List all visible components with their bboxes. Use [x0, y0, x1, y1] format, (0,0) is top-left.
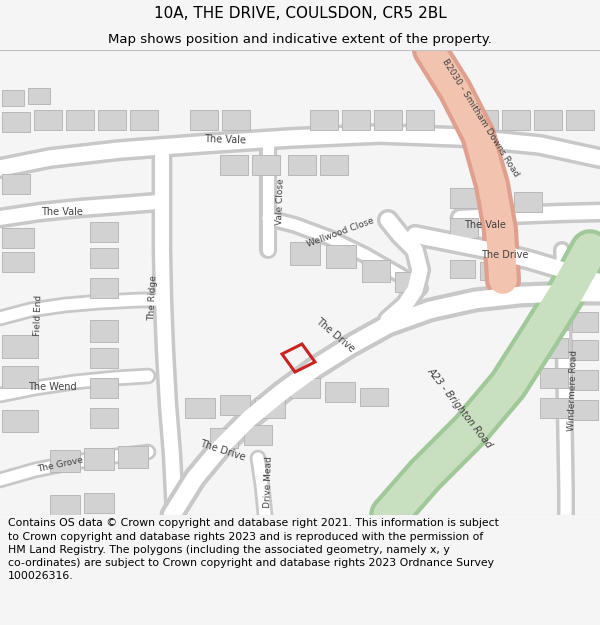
Polygon shape	[66, 110, 94, 130]
Polygon shape	[130, 110, 158, 130]
Polygon shape	[502, 110, 530, 130]
Polygon shape	[470, 110, 498, 130]
Text: The Vale: The Vale	[204, 134, 246, 146]
Polygon shape	[84, 448, 114, 470]
Polygon shape	[374, 110, 402, 130]
Text: B2030 - Smitham Downs Road: B2030 - Smitham Downs Road	[440, 58, 520, 179]
Polygon shape	[2, 335, 38, 358]
Polygon shape	[290, 242, 320, 265]
Polygon shape	[244, 425, 272, 445]
Text: The Drive: The Drive	[314, 316, 356, 354]
Polygon shape	[450, 218, 478, 238]
Polygon shape	[2, 366, 38, 388]
Text: The Drive: The Drive	[481, 250, 529, 260]
Text: The Ridge: The Ridge	[148, 275, 158, 321]
Polygon shape	[34, 110, 62, 130]
Polygon shape	[480, 262, 505, 280]
Polygon shape	[84, 493, 114, 513]
Polygon shape	[362, 260, 390, 282]
Polygon shape	[540, 310, 568, 330]
Polygon shape	[210, 428, 238, 448]
Text: The Wend: The Wend	[28, 382, 76, 392]
Polygon shape	[98, 110, 126, 130]
Polygon shape	[450, 260, 475, 278]
Polygon shape	[572, 312, 598, 332]
Polygon shape	[90, 278, 118, 298]
Polygon shape	[90, 222, 118, 242]
Polygon shape	[2, 252, 34, 272]
Polygon shape	[572, 370, 598, 390]
Text: 10A, THE DRIVE, COULSDON, CR5 2BL: 10A, THE DRIVE, COULSDON, CR5 2BL	[154, 6, 446, 21]
Text: The Vale: The Vale	[464, 220, 506, 230]
Polygon shape	[90, 248, 118, 268]
Polygon shape	[2, 90, 24, 106]
Polygon shape	[190, 110, 218, 130]
Polygon shape	[320, 155, 348, 175]
Polygon shape	[252, 155, 280, 175]
Polygon shape	[572, 340, 598, 360]
Polygon shape	[290, 378, 320, 398]
Polygon shape	[288, 155, 316, 175]
Polygon shape	[514, 192, 542, 212]
Text: A23 - Brighton Road: A23 - Brighton Road	[425, 366, 494, 450]
Polygon shape	[540, 368, 568, 388]
Polygon shape	[540, 338, 568, 358]
Polygon shape	[406, 110, 434, 130]
Polygon shape	[220, 155, 248, 175]
Polygon shape	[90, 378, 118, 398]
Polygon shape	[395, 272, 418, 292]
Polygon shape	[222, 110, 250, 130]
Polygon shape	[220, 395, 250, 415]
Polygon shape	[255, 398, 285, 418]
Polygon shape	[90, 320, 118, 342]
Polygon shape	[326, 245, 356, 268]
Text: Map shows position and indicative extent of the property.: Map shows position and indicative extent…	[108, 32, 492, 46]
Polygon shape	[2, 112, 30, 132]
Text: Drive Mead: Drive Mead	[263, 456, 274, 508]
Polygon shape	[118, 446, 148, 468]
Polygon shape	[50, 450, 80, 472]
Text: The Vale: The Vale	[41, 207, 83, 217]
Text: Wellwood Close: Wellwood Close	[305, 217, 375, 249]
Text: The Grove: The Grove	[36, 456, 84, 474]
Text: Contains OS data © Crown copyright and database right 2021. This information is : Contains OS data © Crown copyright and d…	[8, 518, 499, 581]
Text: The Drive: The Drive	[198, 438, 246, 462]
Polygon shape	[2, 228, 34, 248]
Polygon shape	[482, 190, 510, 210]
Polygon shape	[572, 400, 598, 420]
Polygon shape	[342, 110, 370, 130]
Text: Vale Close: Vale Close	[275, 179, 286, 226]
Polygon shape	[360, 388, 388, 406]
Polygon shape	[28, 88, 50, 104]
Text: Field End: Field End	[33, 294, 43, 336]
Polygon shape	[450, 188, 478, 208]
Polygon shape	[185, 398, 215, 418]
Polygon shape	[534, 110, 562, 130]
Polygon shape	[90, 408, 118, 428]
Polygon shape	[325, 382, 355, 402]
Text: Windermere Road: Windermere Road	[567, 349, 579, 431]
Polygon shape	[50, 495, 80, 515]
Polygon shape	[540, 398, 568, 418]
Polygon shape	[566, 110, 594, 130]
Polygon shape	[90, 348, 118, 368]
Polygon shape	[2, 410, 38, 432]
Polygon shape	[482, 220, 510, 240]
Polygon shape	[2, 174, 30, 194]
Polygon shape	[310, 110, 338, 130]
